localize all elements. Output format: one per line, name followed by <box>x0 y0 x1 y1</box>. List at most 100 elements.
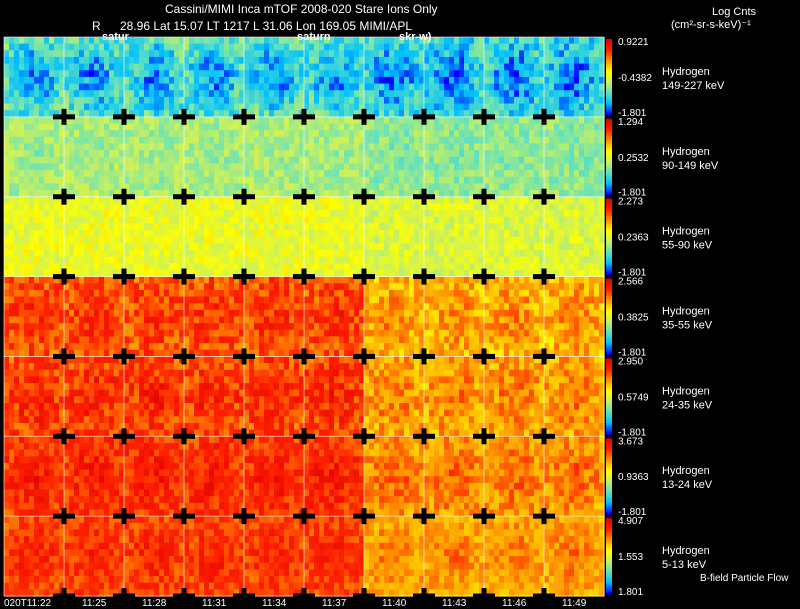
heatmap-cell <box>274 70 280 78</box>
heatmap-cell <box>24 323 30 331</box>
heatmap-cell <box>169 56 175 65</box>
heatmap-cell <box>519 249 525 258</box>
heatmap-cell <box>49 150 55 158</box>
heatmap-cell <box>254 37 260 45</box>
heatmap-cell <box>329 130 335 138</box>
heatmap-cell <box>189 269 195 278</box>
heatmap-cell <box>109 229 115 238</box>
heatmap-cell <box>99 156 105 165</box>
heatmap-cell <box>284 276 290 284</box>
heatmap-cell <box>204 316 210 324</box>
heatmap-cell <box>154 203 160 211</box>
heatmap-cell <box>249 296 255 304</box>
heatmap-cell <box>359 183 365 191</box>
heatmap-cell <box>69 329 75 338</box>
heatmap-cell <box>289 210 295 218</box>
heatmap-cell <box>559 263 565 271</box>
heatmap-cell <box>524 243 530 251</box>
heatmap-cell <box>239 170 245 178</box>
heatmap-cell <box>144 123 150 131</box>
heatmap-cell <box>219 83 225 91</box>
heatmap-cell <box>594 37 600 45</box>
heatmap-cell <box>214 190 220 198</box>
heatmap-cell <box>339 76 345 85</box>
heatmap-cell <box>334 43 340 51</box>
heatmap-cell <box>434 183 440 191</box>
heatmap-cell <box>504 96 510 105</box>
heatmap-cell <box>59 90 65 98</box>
heatmap-cell <box>549 43 555 51</box>
heatmap-cell <box>279 236 285 244</box>
heatmap-cell <box>139 50 145 58</box>
heatmap-cell <box>489 229 495 238</box>
heatmap-cell <box>64 269 70 278</box>
heatmap-cell <box>559 243 565 251</box>
heatmap-cell <box>434 170 440 178</box>
heatmap-cell <box>479 223 485 231</box>
heatmap-cell <box>434 83 440 91</box>
heatmap-cell <box>449 243 455 251</box>
heatmap-cell <box>524 150 530 158</box>
heatmap-cell <box>139 236 145 244</box>
heatmap-cell <box>4 136 10 145</box>
heatmap-cell <box>189 103 195 111</box>
heatmap-cell <box>364 83 370 91</box>
heatmap-cell <box>119 183 125 191</box>
heatmap-cell <box>29 349 35 358</box>
heatmap-cell <box>354 170 360 178</box>
heatmap-cell <box>154 190 160 198</box>
heatmap-cell <box>564 37 570 45</box>
heatmap-cell <box>89 249 95 258</box>
heatmap-cell <box>514 269 520 278</box>
heatmap-cell <box>494 83 500 91</box>
heatmap-cell <box>419 263 425 271</box>
heatmap-cell <box>149 170 155 178</box>
heatmap-cell <box>64 283 70 291</box>
heatmap-cell <box>244 269 250 278</box>
heatmap-cell <box>359 170 365 178</box>
heatmap-cell <box>174 170 180 178</box>
heatmap-cell <box>334 243 340 251</box>
heatmap-cell <box>564 190 570 198</box>
heatmap-cell <box>24 343 30 351</box>
heatmap-cell <box>274 83 280 91</box>
heatmap-cell <box>129 269 135 278</box>
heatmap-cell <box>579 70 585 78</box>
heatmap-cell <box>309 37 315 45</box>
heatmap-cell <box>179 236 185 244</box>
heatmap-cell <box>309 90 315 98</box>
heatmap-cell <box>519 243 525 251</box>
heatmap-cell <box>174 70 180 78</box>
heatmap-cell <box>59 83 65 91</box>
heatmap-cell <box>239 136 245 145</box>
heatmap-cell <box>294 263 300 271</box>
heatmap-cell <box>349 216 355 224</box>
heatmap-cell <box>144 223 150 231</box>
heatmap-cell <box>154 170 160 178</box>
heatmap-cell <box>284 156 290 165</box>
heatmap-cell <box>374 229 380 238</box>
heatmap-cell <box>394 176 400 184</box>
heatmap-cell <box>14 76 20 85</box>
heatmap-cell <box>474 50 480 58</box>
heatmap-cell <box>94 176 100 184</box>
heatmap-cell <box>99 76 105 85</box>
heatmap-cell <box>114 296 120 304</box>
heatmap-cell <box>144 283 150 291</box>
heatmap-cell <box>514 96 520 105</box>
heatmap-cell <box>339 210 345 218</box>
heatmap-cell <box>504 123 510 131</box>
heatmap-cell <box>234 96 240 105</box>
heatmap-cell <box>404 50 410 58</box>
heatmap-cell <box>114 229 120 238</box>
heatmap-cell <box>99 136 105 145</box>
heatmap-cell <box>109 96 115 105</box>
heatmap-cell <box>249 269 255 278</box>
heatmap-cell <box>489 263 495 271</box>
heatmap-cell <box>489 90 495 98</box>
heatmap-cell <box>59 176 65 184</box>
heatmap-cell <box>374 116 380 125</box>
heatmap-cell <box>204 269 210 278</box>
heatmap-cell <box>289 256 295 264</box>
heatmap-cell <box>294 303 300 311</box>
